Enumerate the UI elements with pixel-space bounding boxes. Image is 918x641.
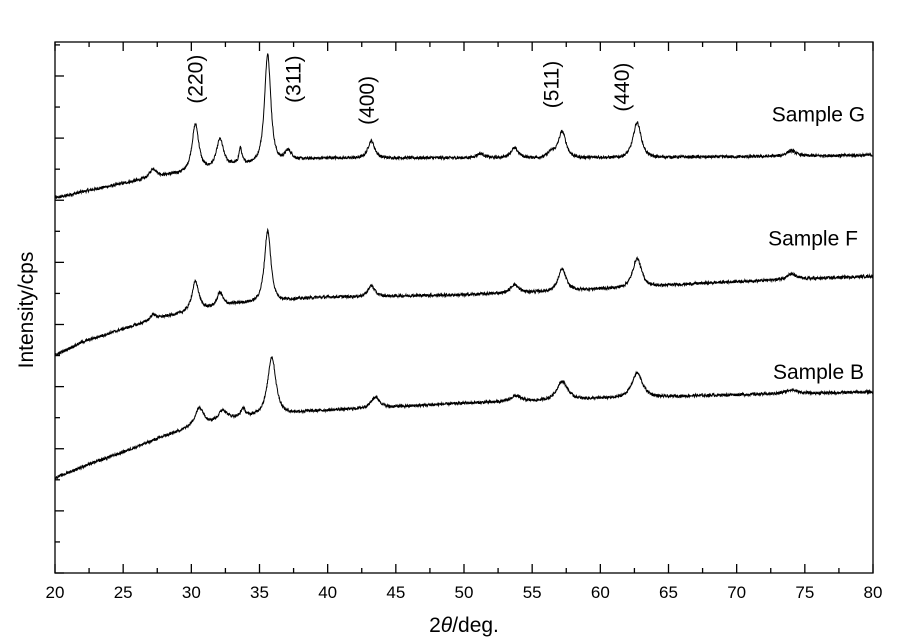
x-tick-label: 70 <box>727 583 746 602</box>
peak-label: (400) <box>356 76 379 125</box>
series-line-sample-f <box>54 227 874 357</box>
x-tick-label: 35 <box>250 583 269 602</box>
x-axis-label-suffix: /deg. <box>452 614 499 637</box>
x-tick-label: 45 <box>386 583 405 602</box>
x-tick-label: 40 <box>318 583 337 602</box>
peak-label: (220) <box>184 55 207 104</box>
x-tick-label: 50 <box>455 583 474 602</box>
series-line-sample-b <box>54 356 874 481</box>
peak-label: (311) <box>283 55 306 102</box>
x-tick-label: 30 <box>182 583 201 602</box>
axis-ticks: 20 25 30 35 40 45 50 55 60 65 70 75 80 <box>46 42 883 602</box>
x-tick-label: 60 <box>591 583 610 602</box>
peak-annotations: (220) (311) (400) (511) (440) Sample G Sample … <box>184 55 865 385</box>
x-tick-label: 55 <box>523 583 542 602</box>
series-line-sample-g <box>54 53 874 201</box>
x-tick-label: 20 <box>46 583 65 602</box>
x-axis-label-prefix: 2 <box>429 614 441 637</box>
peak-label: (440) <box>611 63 634 112</box>
x-tick-label: 25 <box>114 583 133 602</box>
series-label: Sample B <box>773 361 864 384</box>
series-label: Sample G <box>772 104 865 127</box>
plot-frame <box>54 41 874 574</box>
series-group <box>54 53 874 481</box>
series-label: Sample F <box>768 227 858 250</box>
x-tick-label: 65 <box>659 583 678 602</box>
x-axis-label: 2θ/deg. <box>429 614 499 637</box>
x-axis-label-symbol: θ <box>441 614 453 637</box>
x-tick-label: 75 <box>795 583 814 602</box>
y-axis-label: Intensity/cps <box>15 252 38 369</box>
peak-label: (511) <box>540 61 563 108</box>
x-tick-label: 80 <box>864 583 883 602</box>
